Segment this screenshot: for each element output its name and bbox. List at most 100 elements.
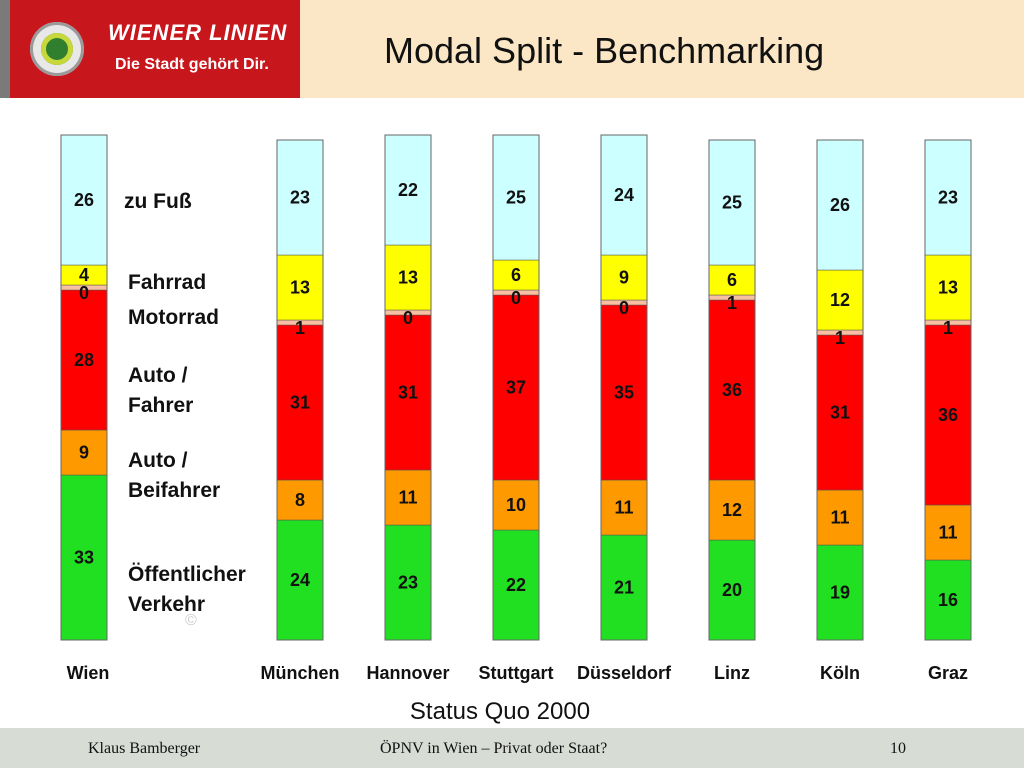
data-label-2-2: 31 [398,383,418,403]
footer-bar: Klaus Bamberger ÖPNV in Wien – Privat od… [0,728,1024,768]
data-label-0-4: 4 [79,265,89,285]
bar-segment--ffentlicher-verkehr-0 [60,474,108,641]
bar-outline-5 [708,139,756,641]
bar-outline-7 [924,139,972,641]
data-label-0-5: 26 [74,190,94,210]
slide-title: Modal Split - Benchmarking [384,30,825,71]
bar-outline-4 [600,134,648,641]
data-label-6-5: 26 [830,195,850,215]
data-label-6-4: 12 [830,290,850,310]
data-label-5-5: 25 [722,193,742,213]
legend-label-5-0: Öffentlicher [128,563,246,586]
bar-segment-auto-beifahrer-3 [492,479,540,531]
data-label-3-3: 0 [511,288,521,308]
bar-segment--ffentlicher-verkehr-2 [384,524,432,641]
x-tick-label-5: Linz [714,663,750,683]
data-label-3-4: 6 [511,265,521,285]
bar-segment-zu-fu--5 [708,139,756,266]
data-label-4-1: 11 [614,498,633,518]
data-label-3-1: 10 [506,495,526,515]
data-label-6-1: 11 [830,508,849,528]
x-tick-label-7: Graz [928,663,968,683]
data-label-2-4: 13 [398,268,418,288]
legend-label-2-0: Motorrad [128,306,219,329]
legend-label-1-0: Fahrrad [128,271,206,294]
chart-subtitle: Status Quo 2000 [409,698,591,725]
bar-segment-auto-fahrer-1 [276,324,324,481]
x-tick-label-2: Hannover [366,663,449,683]
bar-segment-zu-fu--7 [924,139,972,256]
legend-label-0-0: zu Fuß [124,190,192,213]
x-tick-label-1: München [261,663,340,683]
data-label-5-0: 20 [722,580,742,600]
data-label-7-0: 16 [938,590,958,610]
data-label-2-3: 0 [403,308,413,328]
data-label-1-5: 23 [290,188,310,208]
x-tick-label-6: Köln [820,663,860,683]
bar-segment-auto-beifahrer-7 [924,504,972,561]
footer-topic: ÖPNV in Wien – Privat oder Staat? [380,740,608,757]
data-label-4-4: 9 [619,268,629,288]
bar-segment-auto-beifahrer-6 [816,489,864,546]
data-label-3-5: 25 [506,188,526,208]
data-label-3-0: 22 [506,575,526,595]
bar-segment-fahrrad-2 [384,244,432,311]
data-label-6-3: 1 [835,328,845,348]
data-label-3-2: 37 [506,378,526,398]
data-label-1-0: 24 [290,570,310,590]
x-tick-label-0: Wien [67,663,110,683]
data-label-7-5: 23 [938,188,958,208]
bar-segment-fahrrad-3 [492,259,540,291]
copyright-watermark: © [185,612,197,629]
wiener-linien-logo: WIENER LINIEN Die Stadt gehört Dir. [0,0,300,98]
x-tick-label-3: Stuttgart [479,663,554,683]
wheel-emblem-icon [30,22,84,76]
data-label-0-1: 9 [79,443,89,463]
x-tick-label-4: Düsseldorf [577,663,672,683]
bar-segment-auto-beifahrer-4 [600,479,648,536]
bar-segment-fahrrad-4 [600,254,648,301]
data-label-2-5: 22 [398,180,418,200]
data-label-1-4: 13 [290,278,310,298]
bar-segment-fahrrad-1 [276,254,324,321]
data-label-1-3: 1 [295,318,305,338]
footer-page-number: 10 [890,740,906,757]
data-label-7-4: 13 [938,278,958,298]
bar-outline-0 [60,134,108,641]
bar-segment-auto-fahrer-7 [924,324,972,506]
bar-segment--ffentlicher-verkehr-6 [816,544,864,641]
data-label-7-2: 36 [938,405,958,425]
data-label-7-3: 1 [943,318,953,338]
brand-name: WIENER LINIEN [108,20,288,45]
bar-outline-3 [492,134,540,641]
legend-label-4-1: Beifahrer [128,479,220,502]
logo-strip [0,0,10,98]
bar-segment-auto-fahrer-4 [600,304,648,481]
bar-outline-6 [816,139,864,641]
data-label-5-2: 36 [722,380,742,400]
bar-segment-auto-fahrer-3 [492,294,540,481]
data-label-6-0: 19 [830,583,850,603]
bar-segment-auto-beifahrer-1 [276,479,324,521]
bar-outline-1 [276,139,324,641]
bar-segment--ffentlicher-verkehr-5 [708,539,756,641]
data-label-1-2: 31 [290,393,310,413]
bar-segment--ffentlicher-verkehr-3 [492,529,540,641]
data-label-4-0: 21 [614,578,634,598]
bar-segment-zu-fu--1 [276,139,324,256]
bar-segment-auto-beifahrer-0 [60,429,108,476]
legend-label-3-0: Auto / [128,364,188,387]
legend-label-5-1: Verkehr [128,593,205,616]
data-label-6-2: 31 [830,403,850,423]
bar-segment-fahrrad-5 [708,264,756,296]
data-label-5-4: 6 [727,270,737,290]
bar-segment-auto-beifahrer-5 [708,479,756,541]
bar-segment-zu-fu--0 [60,134,108,266]
legend-label-4-0: Auto / [128,449,188,472]
stacked-bar-chart: 339280426Wien2483111323München2311310132… [60,134,972,683]
data-label-1-1: 8 [295,490,305,510]
bar-segment-fahrrad-6 [816,269,864,331]
data-label-0-3: 0 [79,283,89,303]
data-label-4-3: 0 [619,298,629,318]
brand-slogan: Die Stadt gehört Dir. [115,56,269,73]
